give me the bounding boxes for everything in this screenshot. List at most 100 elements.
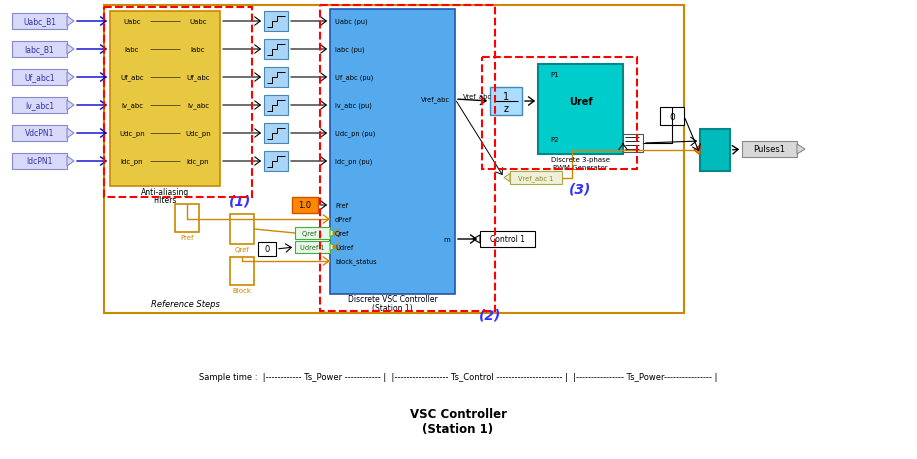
Text: P1: P1 bbox=[550, 72, 558, 78]
Text: Vref_abc 1: Vref_abc 1 bbox=[518, 175, 554, 181]
Text: Udc_pn (pu): Udc_pn (pu) bbox=[335, 130, 375, 137]
Text: Uabc: Uabc bbox=[189, 19, 207, 25]
Text: Reference Steps: Reference Steps bbox=[150, 300, 219, 309]
Polygon shape bbox=[67, 17, 74, 27]
Polygon shape bbox=[473, 235, 480, 243]
Bar bbox=[230, 257, 254, 285]
Bar bbox=[12, 42, 67, 58]
Bar bbox=[660, 108, 684, 126]
Text: Uf_abc: Uf_abc bbox=[120, 74, 144, 81]
Bar bbox=[175, 205, 199, 233]
Text: Qref: Qref bbox=[235, 246, 249, 252]
Bar bbox=[264, 124, 288, 144]
Polygon shape bbox=[330, 243, 336, 252]
Text: Uref: Uref bbox=[569, 97, 592, 107]
Bar bbox=[482, 58, 637, 170]
Bar bbox=[264, 68, 288, 88]
Bar bbox=[12, 154, 67, 170]
Polygon shape bbox=[67, 45, 74, 55]
Bar bbox=[700, 130, 730, 172]
Bar bbox=[295, 241, 330, 253]
Text: 0: 0 bbox=[264, 245, 270, 254]
Text: Block: Block bbox=[233, 287, 251, 293]
Bar bbox=[12, 126, 67, 142]
Polygon shape bbox=[797, 145, 805, 155]
Text: Qref: Qref bbox=[335, 230, 349, 236]
Text: Uf_abc1: Uf_abc1 bbox=[24, 73, 55, 82]
Text: Pref: Pref bbox=[335, 202, 348, 208]
Bar bbox=[320, 6, 495, 311]
Text: Discrete VSC Controller: Discrete VSC Controller bbox=[348, 295, 437, 304]
Text: Iv_abc (pu): Iv_abc (pu) bbox=[335, 102, 372, 109]
Polygon shape bbox=[330, 230, 336, 237]
Text: Idc_pn: Idc_pn bbox=[187, 158, 209, 165]
Text: m: m bbox=[443, 236, 450, 242]
Text: Vref_abc: Vref_abc bbox=[421, 96, 450, 103]
Bar bbox=[480, 231, 535, 247]
Text: Uabc: Uabc bbox=[123, 19, 141, 25]
Text: Anti-aliasing: Anti-aliasing bbox=[141, 188, 189, 197]
Text: Qref 1: Qref 1 bbox=[303, 230, 323, 236]
Text: Uabc_B1: Uabc_B1 bbox=[23, 17, 56, 27]
Polygon shape bbox=[67, 73, 74, 83]
Text: Idc_pn (pu): Idc_pn (pu) bbox=[335, 158, 372, 165]
Polygon shape bbox=[67, 129, 74, 139]
Text: Control 1: Control 1 bbox=[490, 235, 525, 244]
Text: Pulses1: Pulses1 bbox=[754, 145, 786, 154]
Text: P2: P2 bbox=[550, 137, 558, 143]
Bar bbox=[12, 98, 67, 114]
Text: Iabc: Iabc bbox=[125, 47, 139, 53]
Polygon shape bbox=[67, 101, 74, 111]
Text: block_status: block_status bbox=[335, 258, 377, 265]
Bar bbox=[12, 70, 67, 86]
Text: Uabc (pu): Uabc (pu) bbox=[335, 19, 368, 25]
Text: Iv_abc: Iv_abc bbox=[121, 102, 143, 109]
Bar bbox=[12, 14, 67, 30]
Text: 1: 1 bbox=[503, 92, 509, 102]
Text: (3): (3) bbox=[569, 183, 591, 196]
Text: VSC Controller: VSC Controller bbox=[410, 408, 506, 420]
Text: z: z bbox=[503, 104, 509, 114]
Polygon shape bbox=[504, 174, 510, 182]
Text: Iv_abc1: Iv_abc1 bbox=[25, 101, 54, 110]
Text: Udc_pn: Udc_pn bbox=[185, 130, 211, 137]
Text: VdcPN1: VdcPN1 bbox=[25, 129, 54, 138]
Bar bbox=[538, 65, 623, 155]
Text: Iabc: Iabc bbox=[191, 47, 205, 53]
Bar bbox=[104, 8, 252, 197]
Bar bbox=[295, 228, 330, 240]
Text: Uf_abc: Uf_abc bbox=[186, 74, 210, 81]
Polygon shape bbox=[694, 146, 700, 156]
Bar bbox=[330, 10, 455, 294]
Bar bbox=[292, 197, 318, 213]
Text: (2): (2) bbox=[479, 308, 502, 322]
Text: dPref: dPref bbox=[335, 217, 352, 223]
Text: Filters: Filters bbox=[153, 196, 177, 205]
Bar bbox=[742, 142, 797, 157]
Text: Iv_abc: Iv_abc bbox=[187, 102, 209, 109]
Bar bbox=[104, 6, 684, 313]
Text: Udref 1: Udref 1 bbox=[300, 245, 325, 251]
Text: Sample time :  |------------ Ts_Power ------------ |  |------------------ Ts_Con: Sample time : |------------ Ts_Power ---… bbox=[199, 373, 717, 382]
Text: (1): (1) bbox=[229, 195, 251, 208]
Text: (Station 1): (Station 1) bbox=[372, 304, 413, 313]
Polygon shape bbox=[67, 157, 74, 167]
Text: Iabc (pu): Iabc (pu) bbox=[335, 47, 365, 53]
Bar bbox=[110, 12, 220, 187]
Text: Iabc_B1: Iabc_B1 bbox=[25, 45, 54, 54]
Bar bbox=[490, 88, 522, 116]
Bar bbox=[258, 242, 276, 257]
Text: Udc_pn: Udc_pn bbox=[119, 130, 145, 137]
Text: Discrete 3-phase: Discrete 3-phase bbox=[551, 157, 610, 162]
Text: (Station 1): (Station 1) bbox=[423, 423, 493, 436]
Text: PWM Generator: PWM Generator bbox=[553, 165, 608, 171]
Bar bbox=[230, 214, 254, 245]
Text: Uf_abc (pu): Uf_abc (pu) bbox=[335, 74, 373, 81]
Text: Udref: Udref bbox=[335, 245, 353, 251]
Text: Idc_pn: Idc_pn bbox=[121, 158, 143, 165]
Text: IdcPN1: IdcPN1 bbox=[27, 157, 52, 166]
Bar bbox=[264, 12, 288, 32]
Text: 1.0: 1.0 bbox=[298, 201, 312, 210]
Text: Pref: Pref bbox=[181, 235, 193, 241]
Text: Vref_abc: Vref_abc bbox=[463, 94, 492, 100]
